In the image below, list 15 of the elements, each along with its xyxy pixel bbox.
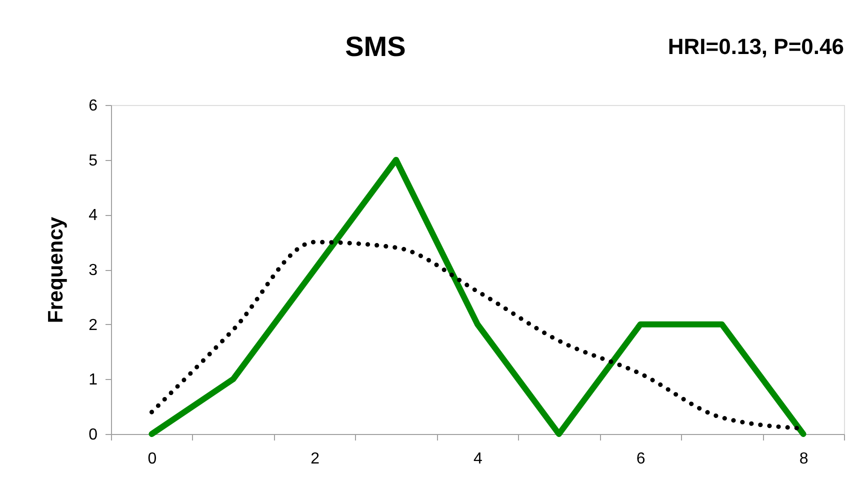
x-tick-label: 0 bbox=[148, 450, 157, 468]
y-tick-label: 0 bbox=[88, 426, 98, 444]
x-tick-label: 4 bbox=[474, 450, 483, 468]
y-tick-label: 3 bbox=[88, 262, 98, 279]
y-axis-title: Frequency bbox=[44, 216, 68, 324]
x-tick-label: 6 bbox=[636, 450, 646, 468]
chart-title: SMS bbox=[345, 31, 406, 62]
y-tick-label: 5 bbox=[88, 152, 98, 170]
y-tick-label: 2 bbox=[88, 316, 98, 334]
y-tick-label: 6 bbox=[88, 98, 98, 114]
y-tick-label: 1 bbox=[88, 372, 98, 389]
y-tick-label: 4 bbox=[88, 207, 98, 224]
x-tick-label: 8 bbox=[799, 450, 808, 468]
text: HRI=0.13, P=0.46 bbox=[668, 34, 844, 59]
x-tick-label: 2 bbox=[310, 450, 320, 468]
